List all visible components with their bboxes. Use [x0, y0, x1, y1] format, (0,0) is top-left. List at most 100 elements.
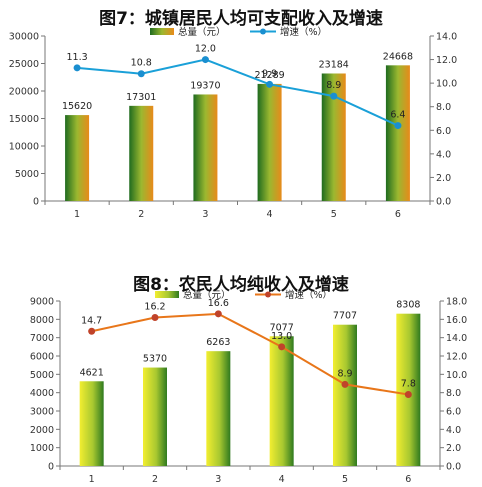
chart-2-growth-line: [91, 312, 409, 396]
chart-1-growth-point: [330, 92, 338, 100]
chart-2-legend-line-marker: [265, 291, 271, 298]
chart-2-growth-point: [278, 343, 286, 351]
chart-1-x-tick-label: 6: [395, 209, 401, 220]
chart-2-y2-tick-label: 4.0: [446, 425, 461, 436]
chart-1-growth-label: 12.0: [195, 44, 216, 55]
chart-1-y2-tick-label: 12.0: [436, 55, 457, 66]
chart-2-x-tick-label: 1: [89, 474, 95, 485]
chart-2-bar: [206, 351, 231, 466]
chart-2-growth-point: [404, 391, 412, 398]
chart-2-legend-bar-label: 总量（元）: [183, 289, 231, 301]
chart-1-y2-tick-label: 14.0: [436, 32, 457, 43]
chart-2-y-tick-label: 3000: [30, 407, 54, 418]
chart-1-growth-line: [76, 58, 399, 127]
chart-1-growth-label: 11.3: [67, 52, 88, 63]
chart-1-legend-line-label: 增速（%）: [280, 26, 327, 38]
chart-2-x-tick-label: 4: [279, 474, 285, 485]
chart-1-bar-label: 24668: [383, 51, 413, 62]
chart-1-bar: [129, 105, 154, 201]
chart-1-y2-tick-label: 2.0: [436, 173, 451, 184]
chart-2-y2-tick-label: 6.0: [446, 407, 461, 418]
chart-1-bar-label: 15620: [62, 101, 92, 112]
chart-2-bar: [333, 324, 357, 466]
chart-1-y2-tick-label: 0.0: [436, 197, 451, 208]
chart-2-y-tick-label: 7000: [30, 333, 54, 344]
chart-1-growth-point: [266, 80, 274, 88]
chart-2-bar: [396, 313, 421, 466]
chart-1-bar: [385, 65, 410, 202]
chart-1-y2-tick-label: 4.0: [436, 149, 451, 160]
chart-2-growth-point: [214, 310, 222, 318]
chart-2-y2-tick-label: 14.0: [446, 333, 467, 344]
chart-1-x-tick-label: 3: [202, 209, 208, 220]
chart-1-growth-point: [137, 70, 145, 78]
chart-2-y-tick-label: 5000: [30, 370, 54, 381]
chart-2-y2-tick-label: 8.0: [446, 388, 461, 399]
chart-2-y-tick-label: 2000: [30, 425, 54, 436]
chart-2-growth-point: [88, 327, 96, 335]
chart-2-bar-label: 7707: [333, 311, 357, 322]
chart-1-x-tick-label: 2: [138, 209, 144, 220]
chart-2-growth-label: 7.8: [401, 379, 416, 390]
chart-2-legend-line-label: 增速（%）: [285, 289, 332, 301]
chart-2-y-tick-label: 8000: [30, 315, 54, 326]
chart-1-bar: [257, 83, 282, 201]
chart-2-bar-label: 4621: [80, 367, 104, 378]
chart-1-bar-label: 17301: [126, 92, 156, 103]
chart-2-y-tick-label: 6000: [30, 352, 54, 363]
chart-1-legend-bar-swatch: [150, 28, 174, 35]
chart-2-growth-point: [341, 380, 349, 388]
chart-1-legend-line-marker: [260, 28, 266, 35]
chart-2-x-tick-label: 2: [152, 474, 158, 485]
chart-1-y-tick-label: 30000: [9, 32, 39, 43]
chart-1-growth-label: 6.4: [390, 110, 405, 121]
chart-2-growth-label: 8.9: [337, 368, 352, 379]
chart-1-y2-tick-label: 10.0: [436, 79, 457, 90]
chart-1-x-tick-label: 5: [331, 209, 337, 220]
chart-2-growth-label: 16.6: [208, 298, 229, 309]
chart-1-growth-label: 9.9: [262, 68, 277, 79]
chart-2-x-tick-label: 3: [215, 474, 221, 485]
chart-1-x-tick-label: 1: [74, 209, 80, 220]
chart-1-y-tick-label: 20000: [9, 87, 39, 98]
chart-2-legend-bar-swatch: [155, 291, 179, 298]
chart-1-x-tick-label: 4: [267, 209, 273, 220]
chart-2-bar-label: 6263: [206, 337, 230, 348]
chart-1-y2-tick-label: 6.0: [436, 126, 451, 137]
chart-1-title: 图7：城镇居民人均可支配收入及增速: [99, 9, 383, 29]
chart-1-y2-tick-label: 8.0: [436, 102, 451, 113]
chart-2-growth-label: 16.2: [144, 302, 165, 313]
chart-1-bar: [65, 115, 90, 201]
chart-1-growth-label: 8.9: [326, 80, 341, 91]
chart-1-y-tick-label: 15000: [9, 114, 39, 125]
chart-2-growth-point: [151, 314, 159, 321]
chart-2-growth-label: 14.7: [81, 315, 102, 326]
chart-1-legend-bar-label: 总量（元）: [178, 26, 226, 38]
chart-2-y2-tick-label: 2.0: [446, 443, 461, 454]
chart-2-y-tick-label: 9000: [30, 297, 54, 308]
chart-1-y-tick-label: 25000: [9, 59, 39, 70]
chart-1-y-tick-label: 10000: [9, 142, 39, 153]
chart-1-bar-label: 19370: [190, 80, 220, 91]
chart-2-bar: [269, 336, 294, 466]
chart-2-y2-tick-label: 18.0: [446, 297, 467, 308]
chart-2-y2-tick-label: 12.0: [446, 352, 467, 363]
chart-1-growth-point: [201, 56, 209, 64]
chart-1-growth-point: [394, 122, 402, 130]
chart-2-bar-label: 8308: [396, 300, 420, 311]
chart-2-x-tick-label: 6: [405, 474, 411, 485]
chart-2-title: 图8：农民人均纯收入及增速: [133, 275, 349, 295]
chart-2-x-tick-label: 5: [342, 474, 348, 485]
chart-2-growth-label: 13.0: [271, 331, 292, 342]
chart-1-bar: [193, 94, 218, 201]
chart-2-y-tick-label: 4000: [30, 388, 54, 399]
chart-2-bar-label: 7077: [270, 322, 294, 333]
chart-2-y2-tick-label: 0.0: [446, 462, 461, 473]
chart-1-y-tick-label: 0: [33, 197, 39, 208]
chart-2-y-tick-label: 1000: [30, 443, 54, 454]
chart-1-bar-label: 21289: [254, 70, 284, 81]
chart-1-bar-label: 23184: [319, 59, 349, 70]
chart-1-growth-label: 10.8: [131, 58, 152, 69]
